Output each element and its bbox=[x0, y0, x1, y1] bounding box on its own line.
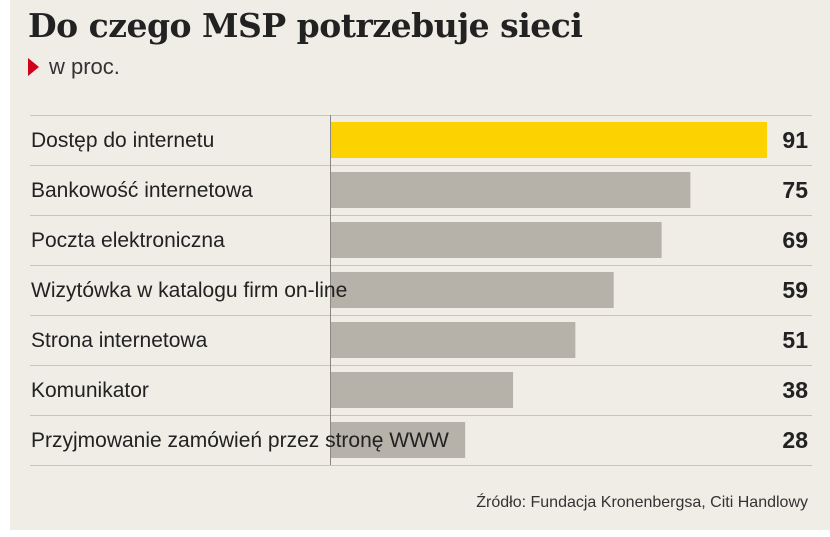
category-label: Dostęp do internetu bbox=[31, 129, 214, 152]
value-label: 51 bbox=[782, 327, 808, 353]
value-label: 69 bbox=[782, 227, 808, 253]
category-label: Strona internetowa bbox=[31, 329, 208, 352]
bar bbox=[331, 222, 662, 258]
subtitle-text: w proc. bbox=[49, 54, 120, 79]
value-label: 91 bbox=[782, 127, 808, 153]
value-label: 28 bbox=[782, 427, 808, 453]
bar bbox=[331, 272, 614, 308]
bar bbox=[331, 322, 576, 358]
category-label: Bankowość internetowa bbox=[31, 179, 253, 202]
bar bbox=[331, 122, 767, 158]
chart-title: Do czego MSP potrzebuje sieci bbox=[28, 6, 583, 45]
source-note: Źródło: Fundacja Kronenbergsa, Citi Hand… bbox=[476, 494, 808, 511]
value-label: 59 bbox=[782, 277, 808, 303]
value-label: 38 bbox=[782, 377, 808, 403]
category-label: Wizytówka w katalogu firm on-line bbox=[31, 279, 347, 302]
bar bbox=[331, 372, 514, 408]
value-label: 75 bbox=[782, 177, 808, 203]
category-label: Przyjmowanie zamówień przez stronę WWW bbox=[31, 429, 449, 452]
bar bbox=[331, 422, 466, 458]
category-label: Komunikator bbox=[31, 379, 149, 402]
category-label: Poczta elektroniczna bbox=[31, 229, 225, 252]
chart-subtitle: w proc. bbox=[28, 54, 120, 80]
bar bbox=[331, 172, 691, 208]
red-triangle-icon bbox=[28, 58, 39, 76]
